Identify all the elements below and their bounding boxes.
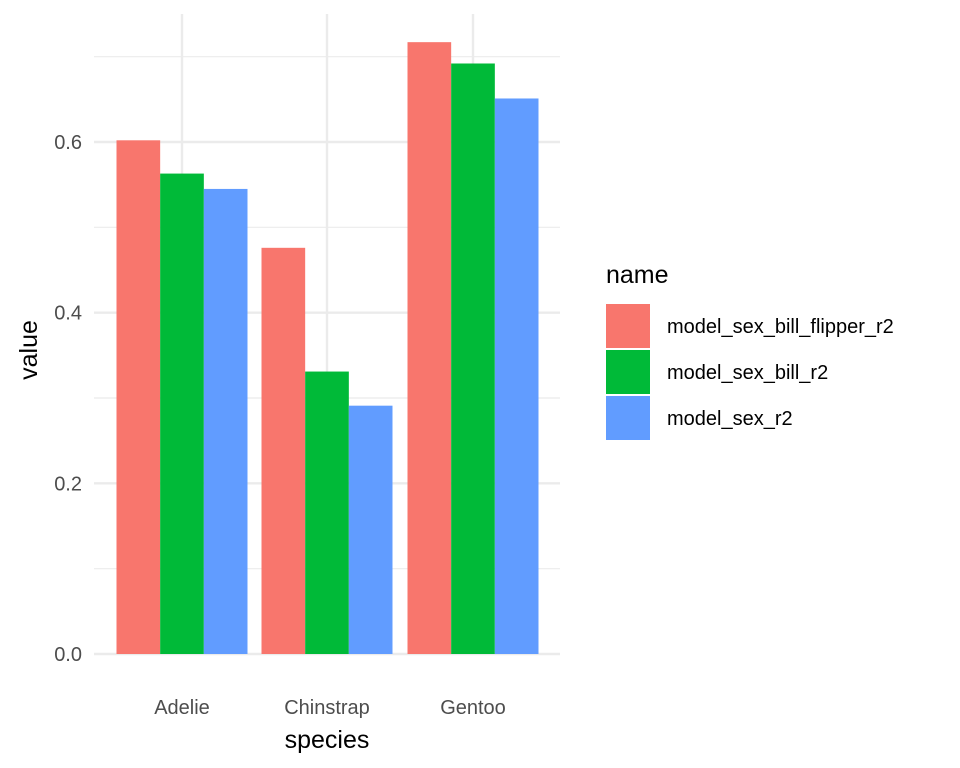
legend-key-model_sex_bill_flipper_r2	[606, 304, 650, 348]
legend-label: model_sex_bill_r2	[667, 362, 828, 384]
x-tick-label: Chinstrap	[284, 697, 370, 719]
y-tick-label: 0.0	[54, 644, 82, 666]
legend: name model_sex_bill_flipper_r2 model_sex_…	[606, 261, 894, 440]
bar-gentoo-model_sex_r2	[494, 98, 539, 655]
legend-label: model_sex_r2	[667, 408, 793, 430]
y-tick-labels: 0.0 0.2 0.4 0.6	[54, 132, 82, 666]
y-tick-label: 0.2	[54, 473, 82, 495]
x-tick-label: Adelie	[154, 697, 210, 719]
bars	[116, 42, 539, 655]
bar-chinstrap-model_sex_bill_flipper_r2	[261, 247, 306, 654]
legend-key-model_sex_bill_r2	[606, 350, 650, 394]
bar-chinstrap-model_sex_bill_r2	[305, 371, 349, 654]
legend-title: name	[606, 261, 669, 289]
x-tick-label: Gentoo	[440, 697, 506, 719]
y-axis-title: value	[15, 320, 43, 380]
x-axis-title: species	[285, 726, 370, 754]
x-tick-labels: Adelie Chinstrap Gentoo	[154, 697, 506, 719]
bar-adelie-model_sex_r2	[203, 188, 248, 654]
y-tick-label: 0.4	[54, 303, 82, 325]
bar-gentoo-model_sex_bill_flipper_r2	[407, 42, 452, 655]
bar-adelie-model_sex_bill_r2	[160, 173, 204, 654]
bar-adelie-model_sex_bill_flipper_r2	[116, 140, 161, 654]
legend-label: model_sex_bill_flipper_r2	[667, 316, 894, 338]
bar-gentoo-model_sex_bill_r2	[451, 63, 495, 654]
legend-key-model_sex_r2	[606, 396, 650, 440]
bar-chinstrap-model_sex_r2	[348, 405, 393, 654]
y-tick-label: 0.6	[54, 132, 82, 154]
